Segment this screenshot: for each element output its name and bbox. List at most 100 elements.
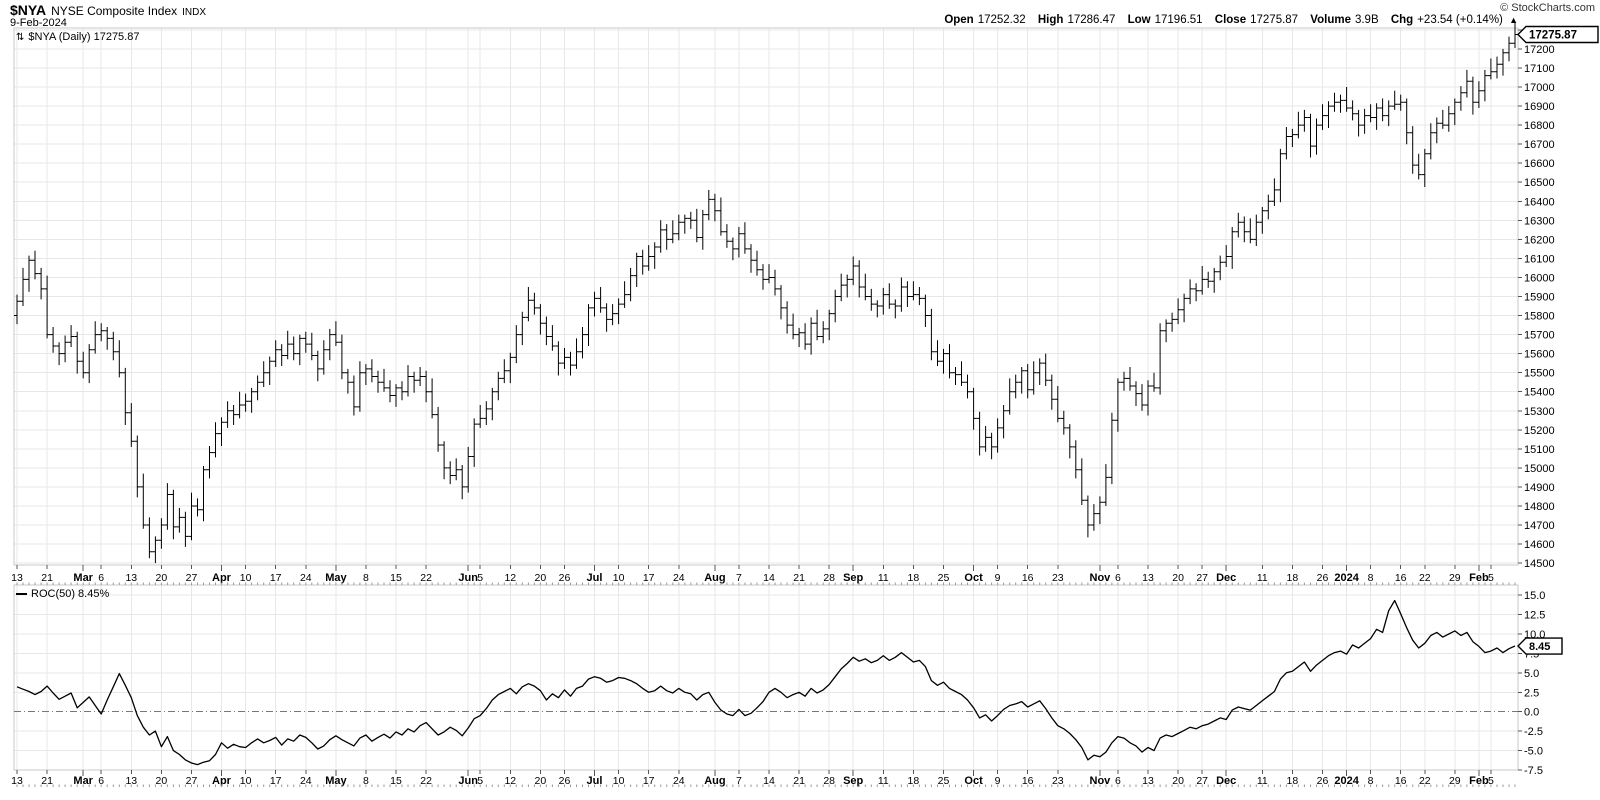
quote-summary: Open 17252.32 High 17286.47 Low 17196.51 Cl… bbox=[944, 14, 1518, 26]
svg-text:20: 20 bbox=[156, 775, 168, 787]
svg-text:12: 12 bbox=[504, 572, 516, 584]
svg-text:17: 17 bbox=[643, 572, 655, 584]
svg-text:5: 5 bbox=[477, 775, 483, 787]
svg-text:20: 20 bbox=[535, 775, 547, 787]
svg-text:2.5: 2.5 bbox=[1524, 687, 1539, 699]
svg-text:8: 8 bbox=[363, 572, 369, 584]
svg-text:17200: 17200 bbox=[1524, 44, 1555, 56]
svg-text:Apr: Apr bbox=[212, 572, 232, 584]
svg-text:27: 27 bbox=[186, 775, 198, 787]
svg-text:13: 13 bbox=[11, 775, 23, 787]
price-panel-legend: ⇅ $NYA (Daily) 17275.87 bbox=[16, 31, 139, 43]
svg-text:5: 5 bbox=[1488, 775, 1494, 787]
svg-text:13: 13 bbox=[11, 572, 23, 584]
volume-value: 3.9B bbox=[1354, 14, 1379, 26]
chart-header: $NYA NYSE Composite Index INDX bbox=[10, 2, 206, 20]
roc-legend-text: ROC(50) 8.45% bbox=[31, 588, 110, 600]
close-value: 17275.87 bbox=[1250, 14, 1299, 26]
svg-text:Feb: Feb bbox=[1469, 572, 1489, 584]
svg-text:27: 27 bbox=[1196, 775, 1208, 787]
svg-text:13: 13 bbox=[1142, 775, 1154, 787]
svg-text:17: 17 bbox=[643, 775, 655, 787]
svg-text:16300: 16300 bbox=[1524, 215, 1555, 227]
svg-text:Mar: Mar bbox=[73, 572, 93, 584]
svg-text:15.0: 15.0 bbox=[1524, 590, 1545, 602]
svg-text:26: 26 bbox=[559, 572, 571, 584]
svg-text:12.5: 12.5 bbox=[1524, 610, 1545, 622]
svg-text:24: 24 bbox=[300, 572, 312, 584]
svg-text:15300: 15300 bbox=[1524, 406, 1555, 418]
svg-text:20: 20 bbox=[535, 572, 547, 584]
svg-text:18: 18 bbox=[908, 775, 920, 787]
svg-text:Mar: Mar bbox=[73, 775, 93, 787]
svg-text:18: 18 bbox=[908, 572, 920, 584]
svg-text:9: 9 bbox=[995, 775, 1001, 787]
svg-text:17100: 17100 bbox=[1524, 63, 1555, 75]
svg-text:8.45: 8.45 bbox=[1529, 641, 1550, 653]
svg-text:8: 8 bbox=[363, 775, 369, 787]
svg-text:16000: 16000 bbox=[1524, 273, 1555, 285]
svg-text:11: 11 bbox=[1257, 572, 1268, 584]
svg-text:21: 21 bbox=[41, 775, 53, 787]
svg-text:24: 24 bbox=[300, 775, 312, 787]
svg-text:6: 6 bbox=[1115, 572, 1121, 584]
svg-text:16: 16 bbox=[1022, 572, 1034, 584]
svg-text:25: 25 bbox=[938, 572, 950, 584]
svg-text:15500: 15500 bbox=[1524, 368, 1555, 380]
stockcharts-credit-link[interactable]: © StockCharts.com bbox=[1500, 2, 1595, 14]
svg-text:14700: 14700 bbox=[1524, 520, 1555, 532]
svg-text:-2.5: -2.5 bbox=[1524, 726, 1543, 738]
svg-text:Nov: Nov bbox=[1090, 775, 1112, 787]
svg-text:7: 7 bbox=[736, 572, 742, 584]
svg-text:Nov: Nov bbox=[1090, 572, 1112, 584]
svg-text:16800: 16800 bbox=[1524, 120, 1555, 132]
ohlc-bars bbox=[14, 23, 1518, 564]
svg-text:16400: 16400 bbox=[1524, 196, 1555, 208]
svg-text:Oct: Oct bbox=[964, 775, 983, 787]
svg-text:5: 5 bbox=[1488, 572, 1494, 584]
svg-text:Oct: Oct bbox=[964, 572, 983, 584]
svg-text:-5.0: -5.0 bbox=[1524, 746, 1543, 758]
svg-text:27: 27 bbox=[1196, 572, 1208, 584]
svg-text:8: 8 bbox=[1368, 775, 1374, 787]
price-legend-text: $NYA (Daily) 17275.87 bbox=[28, 31, 140, 43]
up-triangle-icon: ▲ bbox=[1509, 15, 1518, 25]
minor-tick-comb-mid bbox=[16, 582, 1516, 585]
svg-text:13: 13 bbox=[125, 572, 137, 584]
svg-text:23: 23 bbox=[1052, 775, 1064, 787]
svg-text:11: 11 bbox=[1257, 775, 1268, 787]
svg-text:15900: 15900 bbox=[1524, 292, 1555, 304]
price-axis-labels: 1730017200171001700016900168001670016600… bbox=[1518, 25, 1555, 570]
svg-text:23: 23 bbox=[1052, 572, 1064, 584]
svg-text:16: 16 bbox=[1395, 775, 1407, 787]
svg-text:29: 29 bbox=[1449, 775, 1461, 787]
svg-text:24: 24 bbox=[673, 572, 685, 584]
svg-text:24: 24 bbox=[673, 775, 685, 787]
roc-line-swatch-icon bbox=[16, 593, 27, 595]
svg-text:14: 14 bbox=[763, 775, 775, 787]
svg-text:15100: 15100 bbox=[1524, 444, 1555, 456]
high-label: High bbox=[1037, 14, 1064, 26]
open-label: Open bbox=[944, 14, 974, 26]
svg-text:15000: 15000 bbox=[1524, 463, 1555, 475]
svg-text:17: 17 bbox=[270, 775, 282, 787]
svg-text:14900: 14900 bbox=[1524, 482, 1555, 494]
svg-text:20: 20 bbox=[156, 572, 168, 584]
svg-text:May: May bbox=[325, 572, 347, 584]
svg-text:17275.87: 17275.87 bbox=[1529, 29, 1577, 41]
svg-text:Jul: Jul bbox=[587, 775, 603, 787]
svg-text:25: 25 bbox=[938, 775, 950, 787]
svg-text:22: 22 bbox=[1419, 775, 1431, 787]
svg-text:11: 11 bbox=[878, 775, 889, 787]
svg-text:10: 10 bbox=[240, 572, 252, 584]
svg-text:29: 29 bbox=[1449, 572, 1461, 584]
svg-text:Aug: Aug bbox=[704, 775, 725, 787]
svg-text:Apr: Apr bbox=[212, 775, 232, 787]
svg-text:14500: 14500 bbox=[1524, 558, 1555, 570]
roc-last-value-box: 8.45 bbox=[1517, 637, 1563, 655]
open-value: 17252.32 bbox=[977, 14, 1026, 26]
svg-text:17: 17 bbox=[270, 572, 282, 584]
svg-text:26: 26 bbox=[1317, 572, 1329, 584]
roc-panel-legend: ROC(50) 8.45% bbox=[16, 588, 109, 600]
svg-text:14: 14 bbox=[763, 572, 775, 584]
